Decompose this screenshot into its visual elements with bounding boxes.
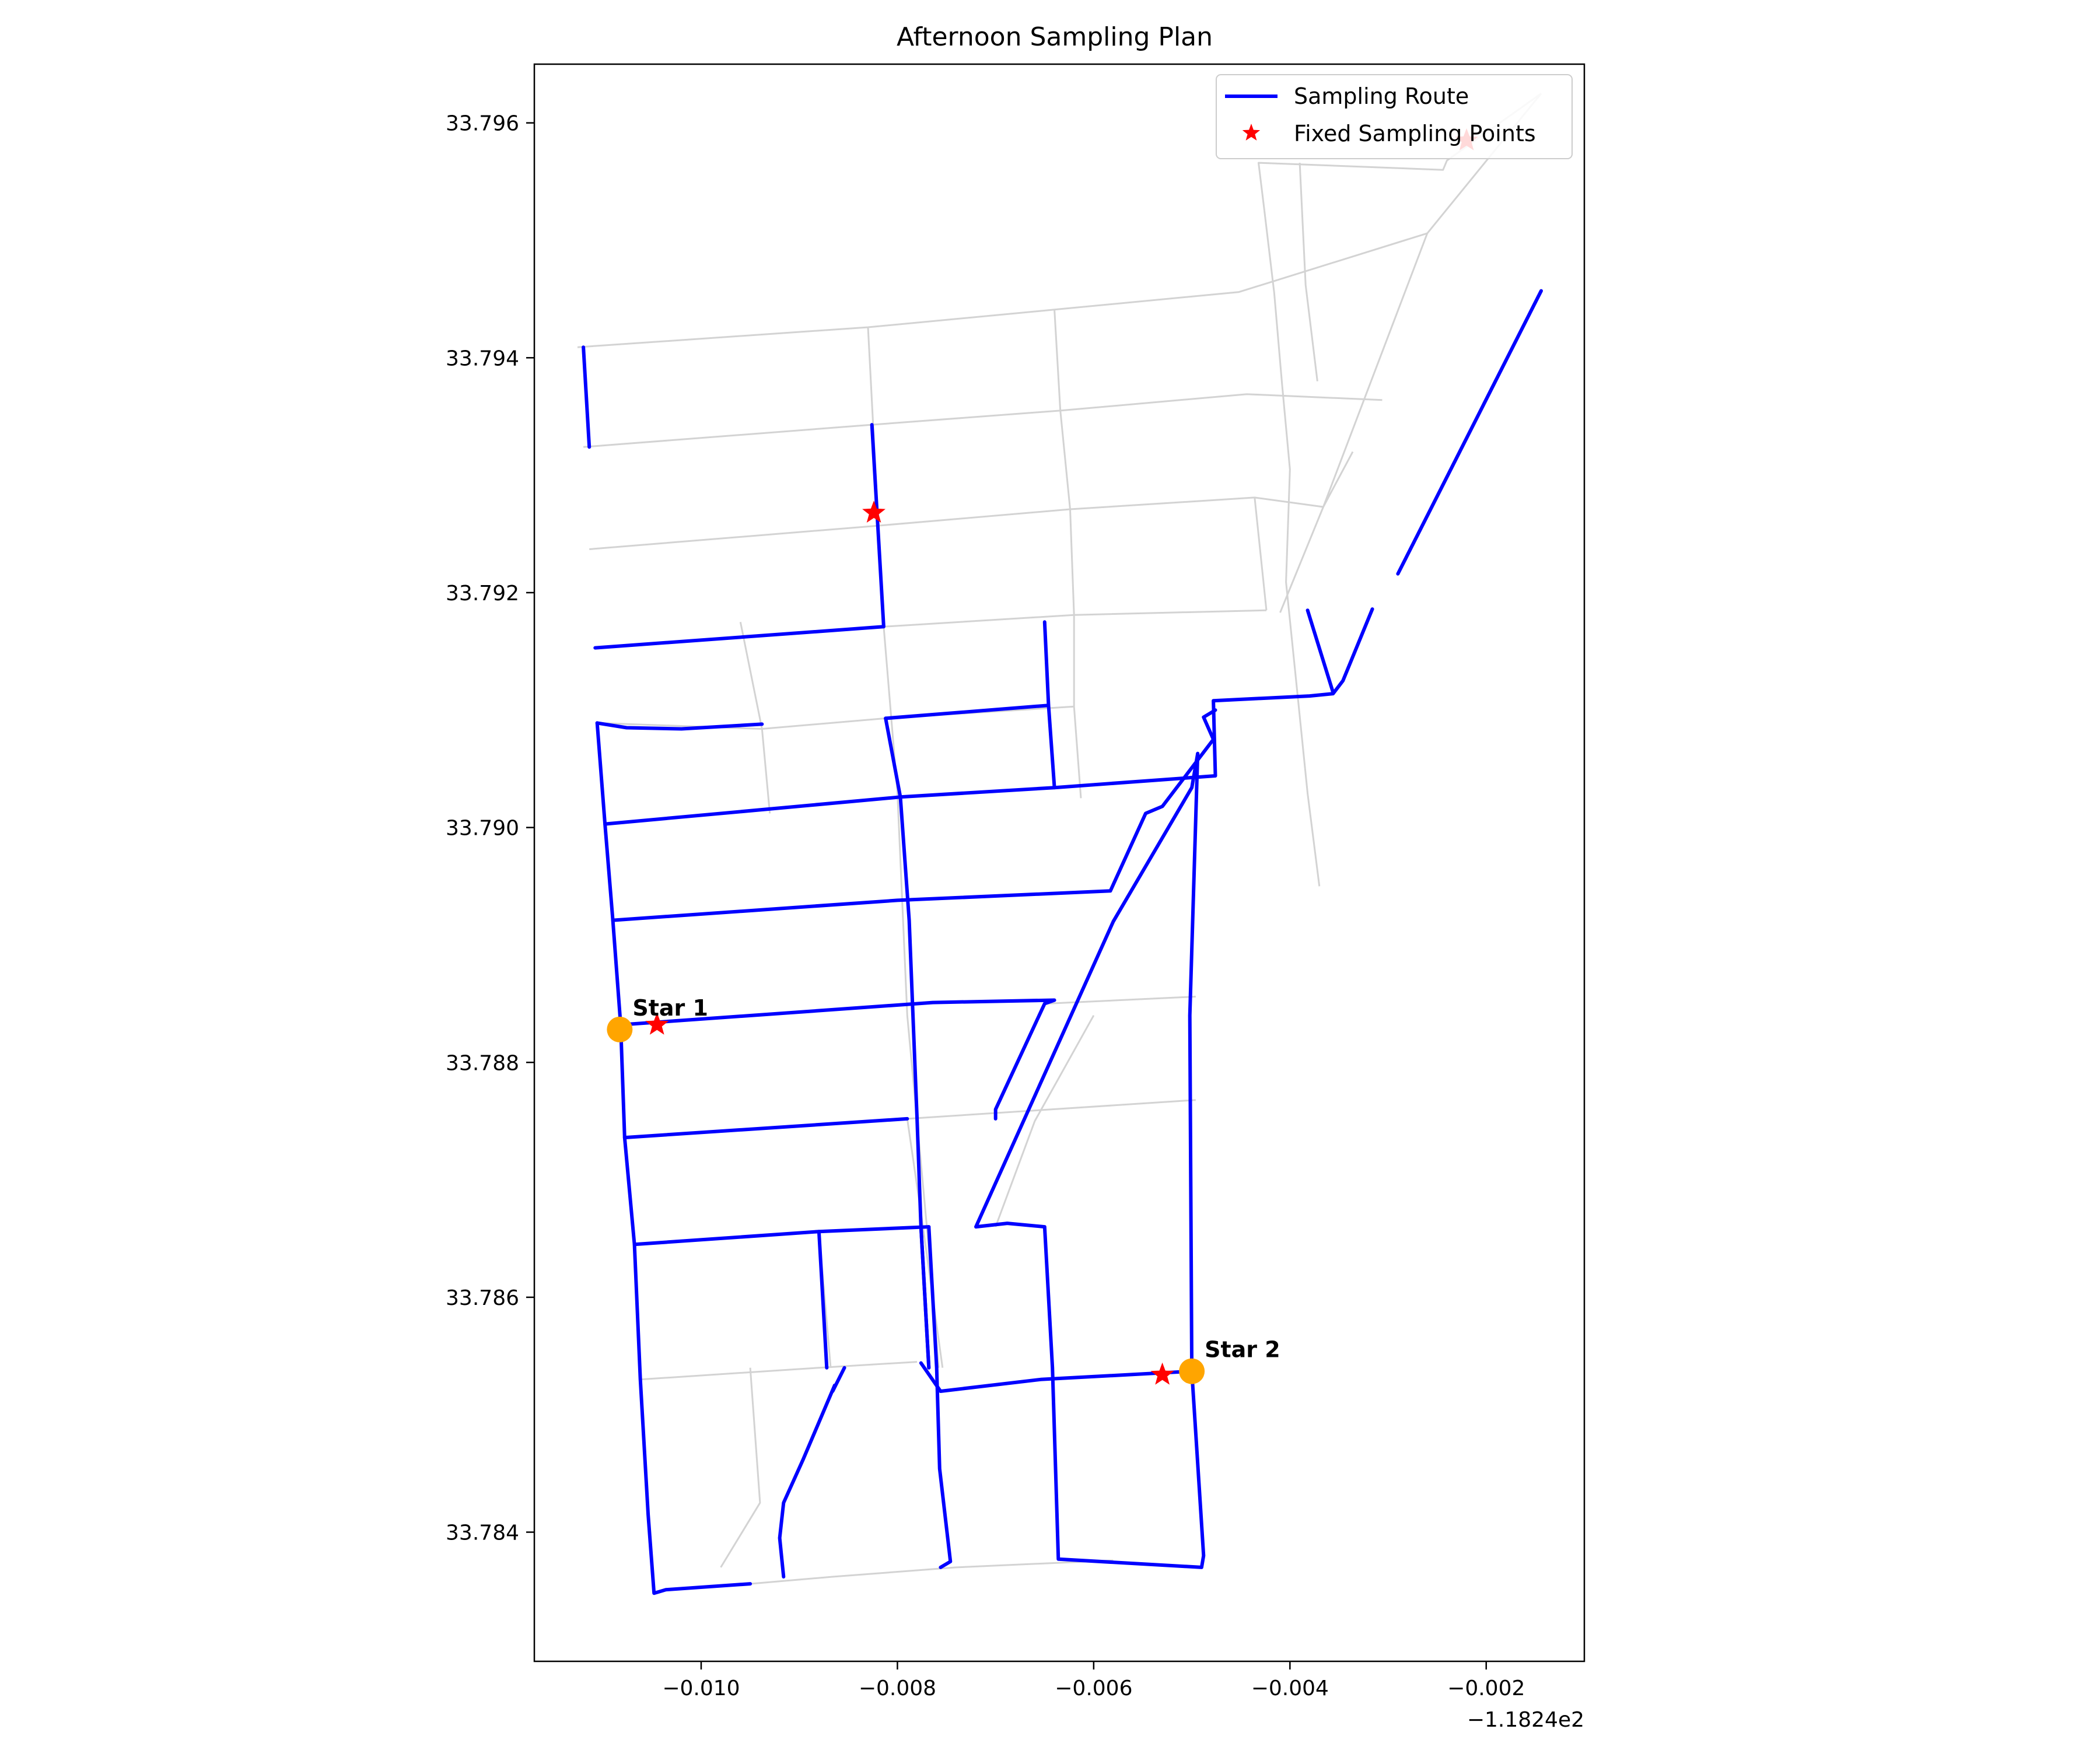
y-tick-label: 33.784 — [446, 1521, 519, 1545]
y-tick-label: 33.786 — [446, 1286, 519, 1310]
start-point-marker — [1179, 1358, 1205, 1384]
axes-frame — [533, 63, 1586, 1662]
legend: Sampling Route Fixed Sampling Points — [1216, 74, 1573, 159]
route-segment — [919, 1225, 931, 1370]
route-segment — [1042, 620, 1051, 708]
street-segment — [1279, 506, 1324, 613]
fixed-sampling-point — [645, 1012, 669, 1035]
y-tick-label: 33.788 — [446, 1051, 519, 1075]
route-segment — [1306, 608, 1335, 695]
route-segment — [919, 1361, 1194, 1393]
x-tick-label: −0.004 — [1251, 1676, 1329, 1700]
street-segment — [1322, 93, 1542, 508]
route-segment — [817, 1230, 829, 1370]
x-tick-label: −0.010 — [662, 1676, 740, 1700]
street-segment — [1298, 163, 1318, 382]
route-segment — [619, 998, 1056, 1121]
route-segment — [974, 751, 1206, 1569]
y-tick-label: 33.792 — [446, 582, 519, 606]
route-segment — [611, 708, 1217, 922]
street-segment — [720, 1367, 761, 1568]
street-segment — [640, 1361, 918, 1381]
plot-area: Star 1 Star 2 — [577, 93, 1543, 1595]
x-axis-offset-label: −1.1824e2 — [1467, 1708, 1584, 1732]
start-point-label: Star 2 — [1205, 1337, 1280, 1363]
route-segment — [927, 1225, 953, 1569]
y-tick-label: 33.794 — [446, 346, 519, 370]
y-tick-label: 33.790 — [446, 817, 519, 841]
legend-box — [1216, 74, 1573, 159]
legend-points-label: Fixed Sampling Points — [1294, 121, 1536, 146]
markers — [607, 128, 1479, 1385]
street-segment — [1054, 309, 1082, 799]
route-segment — [622, 1116, 909, 1140]
legend-star-icon — [1242, 124, 1261, 141]
sampling-route — [582, 289, 1543, 1595]
legend-route-label: Sampling Route — [1294, 83, 1469, 109]
street-segment — [1264, 211, 1321, 887]
route-segment — [595, 721, 764, 731]
street-segment — [995, 1014, 1095, 1227]
chart-title: Afternoon Sampling Plan — [897, 22, 1213, 52]
fixed-sampling-point — [1150, 1362, 1174, 1385]
street-segment — [1254, 497, 1268, 611]
street-segment — [750, 1559, 1114, 1585]
route-segment — [593, 423, 886, 650]
start-point-label: Star 1 — [632, 995, 708, 1021]
street-segment — [907, 1099, 1196, 1120]
y-axis: 33.796 33.794 33.792 33.790 33.788 33.786 33.7… — [446, 112, 534, 1545]
x-tick-label: −0.008 — [859, 1676, 936, 1700]
x-tick-label: −0.006 — [1055, 1676, 1132, 1700]
fixed-sampling-point — [862, 501, 886, 523]
start-point-marker — [607, 1016, 633, 1042]
y-tick-label: 33.796 — [446, 112, 519, 136]
route-segment — [1396, 289, 1543, 576]
marker-labels: Star 1 Star 2 — [632, 995, 1280, 1363]
street-segment — [1044, 996, 1196, 1005]
x-axis: −0.010 −0.008 −0.006 −0.004 −0.002 — [662, 1661, 1525, 1700]
route-segment — [603, 607, 1374, 826]
street-segment — [739, 622, 771, 814]
route-segment — [582, 345, 592, 449]
route-segment — [778, 1366, 846, 1578]
x-tick-label: −0.002 — [1447, 1676, 1525, 1700]
route-segment — [1188, 751, 1200, 1373]
legend-star-swatch — [1242, 124, 1261, 141]
